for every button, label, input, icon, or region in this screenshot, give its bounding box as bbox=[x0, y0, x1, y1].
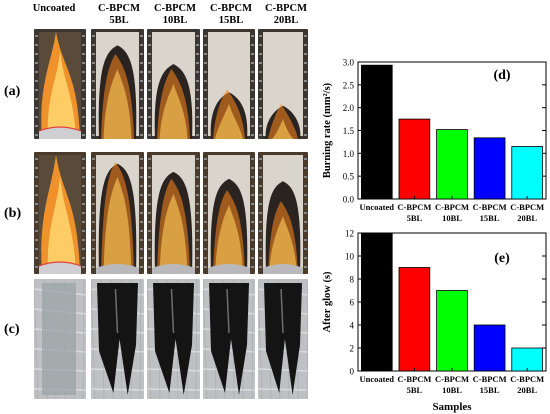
y-tick-label: 1.0 bbox=[343, 149, 355, 159]
burn-photo-b-3 bbox=[147, 152, 200, 274]
y-tick-label: 4 bbox=[350, 321, 355, 331]
x-tick-label: C-BPCM 5BL bbox=[397, 202, 431, 223]
burn-photo-a-4 bbox=[203, 29, 255, 139]
column-header-20bl: C-BPCM 20BL bbox=[265, 3, 307, 26]
y-tick-label: 0.5 bbox=[343, 172, 355, 182]
burn-photo-b-5 bbox=[258, 152, 308, 274]
panel-label: (d) bbox=[493, 68, 510, 83]
x-tick-label: Uncoated bbox=[360, 202, 395, 212]
y-axis-label: After glow (s) bbox=[322, 271, 333, 333]
burn-photo-a-3 bbox=[147, 29, 200, 139]
x-tick-label: C-BPCM 15BL bbox=[473, 202, 507, 223]
column-header-10bl: C-BPCM 10BL bbox=[154, 3, 196, 26]
bar bbox=[511, 146, 544, 200]
burn-photo-c-5 bbox=[258, 279, 308, 399]
burn-photo-c-2 bbox=[91, 279, 144, 399]
panel-label: (e) bbox=[494, 251, 510, 266]
burn-photo-a-1 bbox=[34, 29, 86, 139]
x-tick-label: C-BPCM 5BL bbox=[397, 374, 431, 395]
x-tick-label: C-BPCM 20BL bbox=[510, 374, 544, 395]
y-tick-label: 2.0 bbox=[343, 103, 355, 113]
x-tick-label: C-BPCM 20BL bbox=[510, 202, 544, 223]
burn-photo-a-2 bbox=[91, 29, 144, 139]
x-axis-label: Samples bbox=[432, 401, 472, 413]
row-label-b: (b) bbox=[4, 206, 22, 221]
bar bbox=[398, 267, 431, 372]
column-header-5bl: C-BPCM 5BL bbox=[98, 3, 140, 26]
bar bbox=[436, 290, 468, 372]
row-label-c: (c) bbox=[4, 322, 20, 337]
x-tick-label: C-BPCM 10BL bbox=[435, 374, 469, 395]
y-tick-label: 0.0 bbox=[343, 195, 355, 205]
y-tick-label: 0 bbox=[350, 367, 355, 377]
row-label-a: (a) bbox=[4, 84, 21, 99]
burn-photo-b-2 bbox=[91, 152, 144, 274]
x-tick-label: C-BPCM 15BL bbox=[473, 374, 507, 395]
x-tick-label: C-BPCM 10BL bbox=[435, 202, 469, 223]
bar bbox=[473, 137, 506, 200]
bar bbox=[360, 232, 393, 372]
burn-photo-c-3 bbox=[147, 279, 200, 399]
column-header-uncoated: Uncoated bbox=[32, 3, 76, 14]
y-tick-label: 2 bbox=[350, 344, 355, 354]
y-tick-label: 12 bbox=[345, 229, 354, 239]
bar bbox=[473, 324, 506, 372]
bar bbox=[360, 64, 393, 200]
burn-photo-a-5 bbox=[258, 29, 308, 139]
y-axis-label: Burning rate (mm²/s) bbox=[322, 82, 333, 178]
burn-photo-c-4 bbox=[203, 279, 255, 399]
y-tick-label: 6 bbox=[350, 298, 355, 308]
burn-photo-b-4 bbox=[203, 152, 255, 274]
bar bbox=[511, 347, 544, 372]
column-header-15bl: C-BPCM 15BL bbox=[210, 3, 252, 26]
y-tick-label: 8 bbox=[350, 275, 355, 285]
y-tick-label: 2.5 bbox=[343, 80, 355, 90]
burn-photo-c-1 bbox=[34, 279, 86, 399]
burn-photo-b-1 bbox=[34, 152, 86, 274]
y-tick-label: 1.5 bbox=[343, 126, 355, 136]
bar bbox=[436, 129, 468, 200]
y-tick-label: 10 bbox=[345, 252, 355, 262]
y-tick-label: 3.0 bbox=[343, 58, 355, 68]
bar bbox=[398, 118, 431, 200]
x-tick-label: Uncoated bbox=[360, 374, 395, 384]
